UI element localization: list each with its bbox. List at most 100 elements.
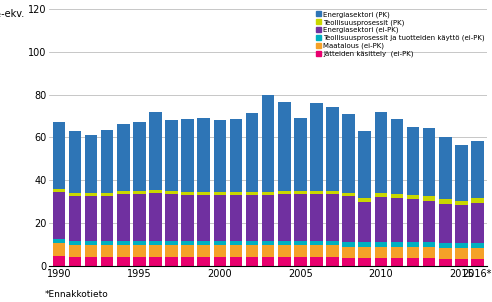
Bar (197, 241, 210, 246)
Bar (117, 191, 129, 194)
Bar (53, 189, 65, 192)
Bar (439, 248, 452, 259)
Bar (391, 119, 403, 194)
Bar (182, 257, 194, 266)
Bar (262, 246, 275, 257)
Bar (246, 195, 258, 241)
Bar (101, 130, 114, 193)
Bar (133, 194, 146, 241)
Bar (149, 112, 162, 190)
Bar (423, 201, 435, 242)
Bar (197, 192, 210, 195)
Bar (69, 131, 81, 193)
Legend: Energiasektori (PK), Teollisuusprosessit (PK), Energiasektori (ei-PK), Teollisuu: Energiasektori (PK), Teollisuusprosessit… (315, 10, 487, 59)
Bar (117, 194, 129, 241)
Bar (53, 256, 65, 266)
Bar (117, 257, 129, 266)
Bar (439, 243, 452, 248)
Bar (423, 196, 435, 201)
Bar (69, 257, 81, 266)
Bar (69, 241, 81, 246)
Bar (182, 195, 194, 241)
Bar (262, 257, 275, 266)
Bar (133, 246, 146, 257)
Bar (149, 246, 162, 257)
Bar (294, 191, 307, 194)
Bar (294, 246, 307, 257)
Bar (69, 193, 81, 196)
Bar (149, 257, 162, 266)
Bar (197, 195, 210, 241)
Bar (246, 192, 258, 195)
Bar (262, 241, 275, 246)
Bar (278, 191, 290, 194)
Bar (262, 192, 275, 195)
Bar (214, 241, 226, 246)
Bar (374, 246, 387, 258)
Bar (165, 257, 178, 266)
Bar (342, 193, 355, 196)
Bar (471, 248, 484, 259)
Bar (133, 191, 146, 194)
Bar (423, 246, 435, 258)
Bar (214, 192, 226, 195)
Bar (149, 193, 162, 241)
Bar (117, 124, 129, 191)
Bar (101, 246, 114, 257)
Bar (294, 257, 307, 266)
Bar (262, 95, 275, 192)
Bar (391, 246, 403, 258)
Bar (471, 198, 484, 203)
Bar (326, 191, 339, 194)
Bar (278, 241, 290, 246)
Bar (342, 258, 355, 266)
Bar (359, 131, 371, 198)
Bar (117, 246, 129, 257)
Bar (310, 246, 323, 257)
Bar (85, 257, 97, 266)
Bar (246, 246, 258, 257)
Bar (117, 241, 129, 246)
Bar (310, 191, 323, 194)
Bar (69, 246, 81, 257)
Bar (294, 241, 307, 246)
Bar (294, 194, 307, 241)
Bar (133, 257, 146, 266)
Bar (197, 246, 210, 257)
Bar (439, 259, 452, 266)
Bar (439, 137, 452, 199)
Bar (359, 258, 371, 266)
Bar (149, 241, 162, 246)
Bar (69, 196, 81, 241)
Bar (214, 120, 226, 192)
Bar (423, 258, 435, 266)
Bar (165, 194, 178, 241)
Bar (278, 246, 290, 257)
Bar (455, 243, 467, 248)
Bar (342, 196, 355, 242)
Bar (85, 246, 97, 257)
Bar (246, 113, 258, 192)
Bar (342, 246, 355, 258)
Bar (278, 194, 290, 241)
Bar (197, 257, 210, 266)
Bar (182, 246, 194, 257)
Bar (407, 199, 419, 242)
Bar (165, 241, 178, 246)
Bar (407, 195, 419, 199)
Bar (455, 205, 467, 243)
Bar (391, 242, 403, 246)
Bar (342, 242, 355, 246)
Bar (310, 194, 323, 241)
Bar (391, 258, 403, 266)
Bar (374, 193, 387, 197)
Bar (262, 195, 275, 241)
Bar (182, 119, 194, 192)
Bar (101, 241, 114, 246)
Bar (278, 102, 290, 191)
Bar (455, 201, 467, 205)
Bar (53, 243, 65, 256)
Bar (165, 246, 178, 257)
Bar (407, 242, 419, 246)
Bar (359, 246, 371, 258)
